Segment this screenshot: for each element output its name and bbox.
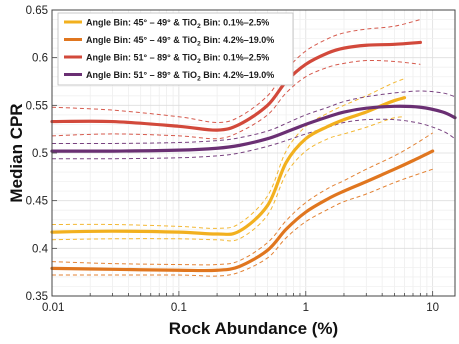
legend-label-2: Angle Bin: 45° – 49° & TiO2 Bin: 4.2%–19…: [86, 35, 274, 48]
x-tick-label: 0.1: [171, 302, 187, 314]
series-4-ci-lower: [51, 118, 456, 160]
legend-label-1: Angle Bin: 45° – 49° & TiO2 Bin: 0.1%–2.…: [86, 18, 269, 31]
series-2-ci-lower: [52, 168, 433, 277]
x-axis-title: Rock Abundance (%): [169, 319, 338, 338]
y-axis-title: Median CPR: [7, 103, 26, 202]
x-tick-label: 0.01: [42, 302, 64, 314]
axis-ticks: 0.01 0.1 1 10 0.35 0.4 0.45 0.5 0.55 0.6 0.65: [26, 5, 439, 314]
legend-label-text: Angle Bin: 45° – 49° & TiO: [86, 35, 197, 45]
legend: Angle Bin: 45° – 49° & TiO2 Bin: 0.1%–2.…: [57, 12, 294, 86]
legend-label-text: Bin: 4.2%–19.0%: [201, 35, 275, 45]
y-tick-label: 0.55: [26, 100, 48, 112]
legend-label-text: Bin: 4.2%–19.0%: [201, 70, 275, 80]
legend-label-4: Angle Bin: 51° – 89° & TiO2 Bin: 4.2%–19…: [86, 70, 274, 83]
legend-label-subscript: 2: [197, 41, 201, 48]
series-2-line: [50, 149, 435, 273]
legend-label-subscript: 2: [197, 76, 201, 83]
legend-label-text: Angle Bin: 51° – 89° & TiO: [86, 70, 197, 80]
legend-label-subscript: 2: [197, 58, 201, 65]
y-tick-label: 0.5: [32, 148, 48, 160]
y-tick-label: 0.65: [26, 5, 48, 17]
series-3-ci-lower: [51, 59, 421, 140]
legend-label-text: Bin: 0.1%–2.5%: [201, 18, 270, 28]
series-2-ci-upper: [51, 132, 433, 266]
x-tick-label: 1: [303, 302, 309, 314]
legend-label-3: Angle Bin: 51° – 89° & TiO2 Bin: 0.1%–2.…: [86, 53, 269, 66]
legend-box: [57, 12, 294, 86]
y-tick-label: 0.4: [32, 243, 49, 255]
legend-label-text: Bin: 0.1%–2.5%: [201, 53, 270, 63]
series-1-ci-upper: [51, 78, 405, 229]
y-tick-label: 0.35: [26, 291, 48, 303]
legend-label-text: Angle Bin: 51° – 89° & TiO: [86, 53, 197, 63]
series-4-ci-upper: [51, 90, 456, 145]
y-tick-label: 0.6: [32, 53, 48, 65]
series-1-ci-lower: [51, 116, 405, 242]
legend-label-text: Angle Bin: 45° – 49° & TiO: [86, 18, 197, 28]
y-tick-label: 0.45: [26, 196, 48, 208]
legend-label-subscript: 2: [197, 23, 201, 30]
x-tick-label: 10: [426, 302, 439, 314]
series-3-ci-upper: [51, 19, 421, 123]
series-4-line: [50, 104, 457, 153]
confidence-bands: [51, 19, 456, 277]
